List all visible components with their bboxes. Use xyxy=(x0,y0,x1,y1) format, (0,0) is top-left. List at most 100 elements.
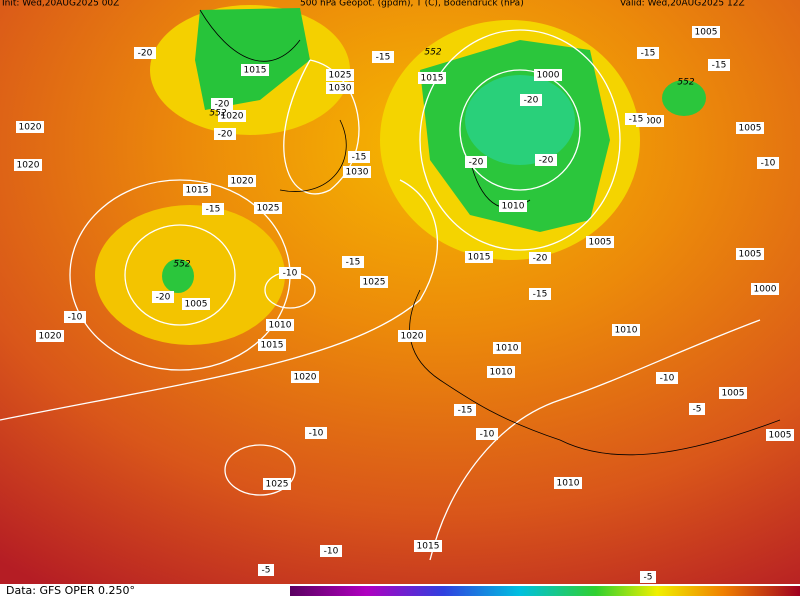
temperature-label: -10 xyxy=(761,159,776,169)
temperature-label: -10 xyxy=(660,374,675,384)
isobar-label-box xyxy=(16,121,44,133)
temperature-label: -20 xyxy=(539,156,554,166)
isobar-label-box xyxy=(586,236,614,248)
temperature-label-box xyxy=(202,203,224,215)
isobar-label-box xyxy=(14,159,42,171)
isobar-label: 1005 xyxy=(739,250,762,260)
temperature-label: -5 xyxy=(262,566,271,576)
isobar-label: 1020 xyxy=(221,112,244,122)
temperature-label: -15 xyxy=(712,61,727,71)
isobar-label-box xyxy=(36,330,64,342)
isobar-label: 1010 xyxy=(502,202,525,212)
temperature-label: -15 xyxy=(629,115,644,125)
temperature-label: -15 xyxy=(376,53,391,63)
isobar-label-box xyxy=(258,339,286,351)
isobar-label: 1015 xyxy=(244,66,267,76)
temperature-label-box xyxy=(211,98,233,110)
temperature-label-box xyxy=(152,291,174,303)
isobar-label: 1015 xyxy=(186,186,209,196)
temperature-label-box xyxy=(637,47,659,59)
temperature-label-box xyxy=(757,157,779,169)
isobar-label: 1020 xyxy=(17,161,40,171)
isobar-label: 1025 xyxy=(257,204,280,214)
isobar-label-box xyxy=(228,175,256,187)
isobar-label: 1005 xyxy=(722,389,745,399)
isobar-label-box xyxy=(241,64,269,76)
isobar-label-box xyxy=(183,184,211,196)
temperature-label: -20 xyxy=(215,100,230,110)
temperature-label: -15 xyxy=(458,406,473,416)
isobar-label: 1015 xyxy=(261,341,284,351)
isobar-label-box xyxy=(465,251,493,263)
isobar-label: 1010 xyxy=(496,344,519,354)
valid-text: Valid: Wed,20AUG2025 12Z xyxy=(620,0,745,9)
colorbar xyxy=(290,586,800,596)
temperature-label-box xyxy=(320,545,342,557)
isobar-label: 1025 xyxy=(266,480,289,490)
temperature-label-box xyxy=(342,256,364,268)
temperature-label: -10 xyxy=(309,429,324,439)
isobar-label-box xyxy=(554,477,582,489)
isobar-label: 1030 xyxy=(346,168,369,178)
temperature-label: -5 xyxy=(644,573,653,583)
isobar-label: 1005 xyxy=(769,431,792,441)
isobar-label-box xyxy=(766,429,794,441)
isobar-label-box xyxy=(499,200,527,212)
temperature-label-box xyxy=(656,372,678,384)
temperature-label: -10 xyxy=(283,269,298,279)
low-area xyxy=(162,259,194,293)
isobar-label: 1010 xyxy=(490,368,513,378)
low-area xyxy=(195,8,310,110)
temperature-label: -15 xyxy=(641,49,656,59)
field-text: 500 hPa Geopot. (gpdm), T (C), Bodendruc… xyxy=(300,0,524,9)
temperature-label: -20 xyxy=(533,254,548,264)
isobar-label-box xyxy=(414,540,442,552)
init-text: Init: Wed,20AUG2025 00Z xyxy=(2,0,119,9)
temperature-label-box xyxy=(625,113,647,125)
temperature-label: -15 xyxy=(533,290,548,300)
temperature-label: -5 xyxy=(693,405,702,415)
isobar-label-box xyxy=(487,366,515,378)
temperature-label-box xyxy=(520,94,542,106)
isobar-label-box xyxy=(493,342,521,354)
isobar-label: 1015 xyxy=(417,542,440,552)
isobar-label-box xyxy=(360,276,388,288)
isobar-label: 1025 xyxy=(363,278,386,288)
temperature-label: -15 xyxy=(346,258,361,268)
isobar-label: 1010 xyxy=(269,321,292,331)
isobar-label: 1010 xyxy=(615,326,638,336)
temperature-label-box xyxy=(476,428,498,440)
low-area xyxy=(662,80,706,116)
isobar-label: 1005 xyxy=(185,300,208,310)
temperature-label: -15 xyxy=(206,205,221,215)
isobar-label-box xyxy=(736,248,764,260)
geopotential-label: 552 xyxy=(173,260,190,270)
temperature-label-box xyxy=(305,427,327,439)
temperature-label: -20 xyxy=(469,158,484,168)
temperature-label-box xyxy=(708,59,730,71)
temperature-label: -10 xyxy=(324,547,339,557)
isobar-label: 1030 xyxy=(329,84,352,94)
isobar-label: 1020 xyxy=(19,123,42,133)
temperature-label-box xyxy=(529,252,551,264)
temperature-label-box xyxy=(372,51,394,63)
geopotential-label: 552 xyxy=(209,109,226,119)
isobar-label-box xyxy=(343,166,371,178)
isobars xyxy=(0,29,761,561)
isobar-label: 1020 xyxy=(401,332,424,342)
temperature-label-box xyxy=(465,156,487,168)
temperature-label-box xyxy=(279,267,301,279)
isobar-label-box xyxy=(751,283,779,295)
data-source: Data: GFS OPER 0.250° xyxy=(6,584,135,597)
isobar-label: 1020 xyxy=(231,177,254,187)
temperature-label-box xyxy=(454,404,476,416)
isobar-label-box xyxy=(719,387,747,399)
temperature-label-box xyxy=(348,151,370,163)
isobar-label-box xyxy=(254,202,282,214)
temperature-label-box xyxy=(258,564,274,576)
temperature-label-box xyxy=(134,47,156,59)
isobar-label: 1010 xyxy=(557,479,580,489)
isobar-label-box xyxy=(218,110,246,122)
isobar-label-box xyxy=(534,69,562,81)
